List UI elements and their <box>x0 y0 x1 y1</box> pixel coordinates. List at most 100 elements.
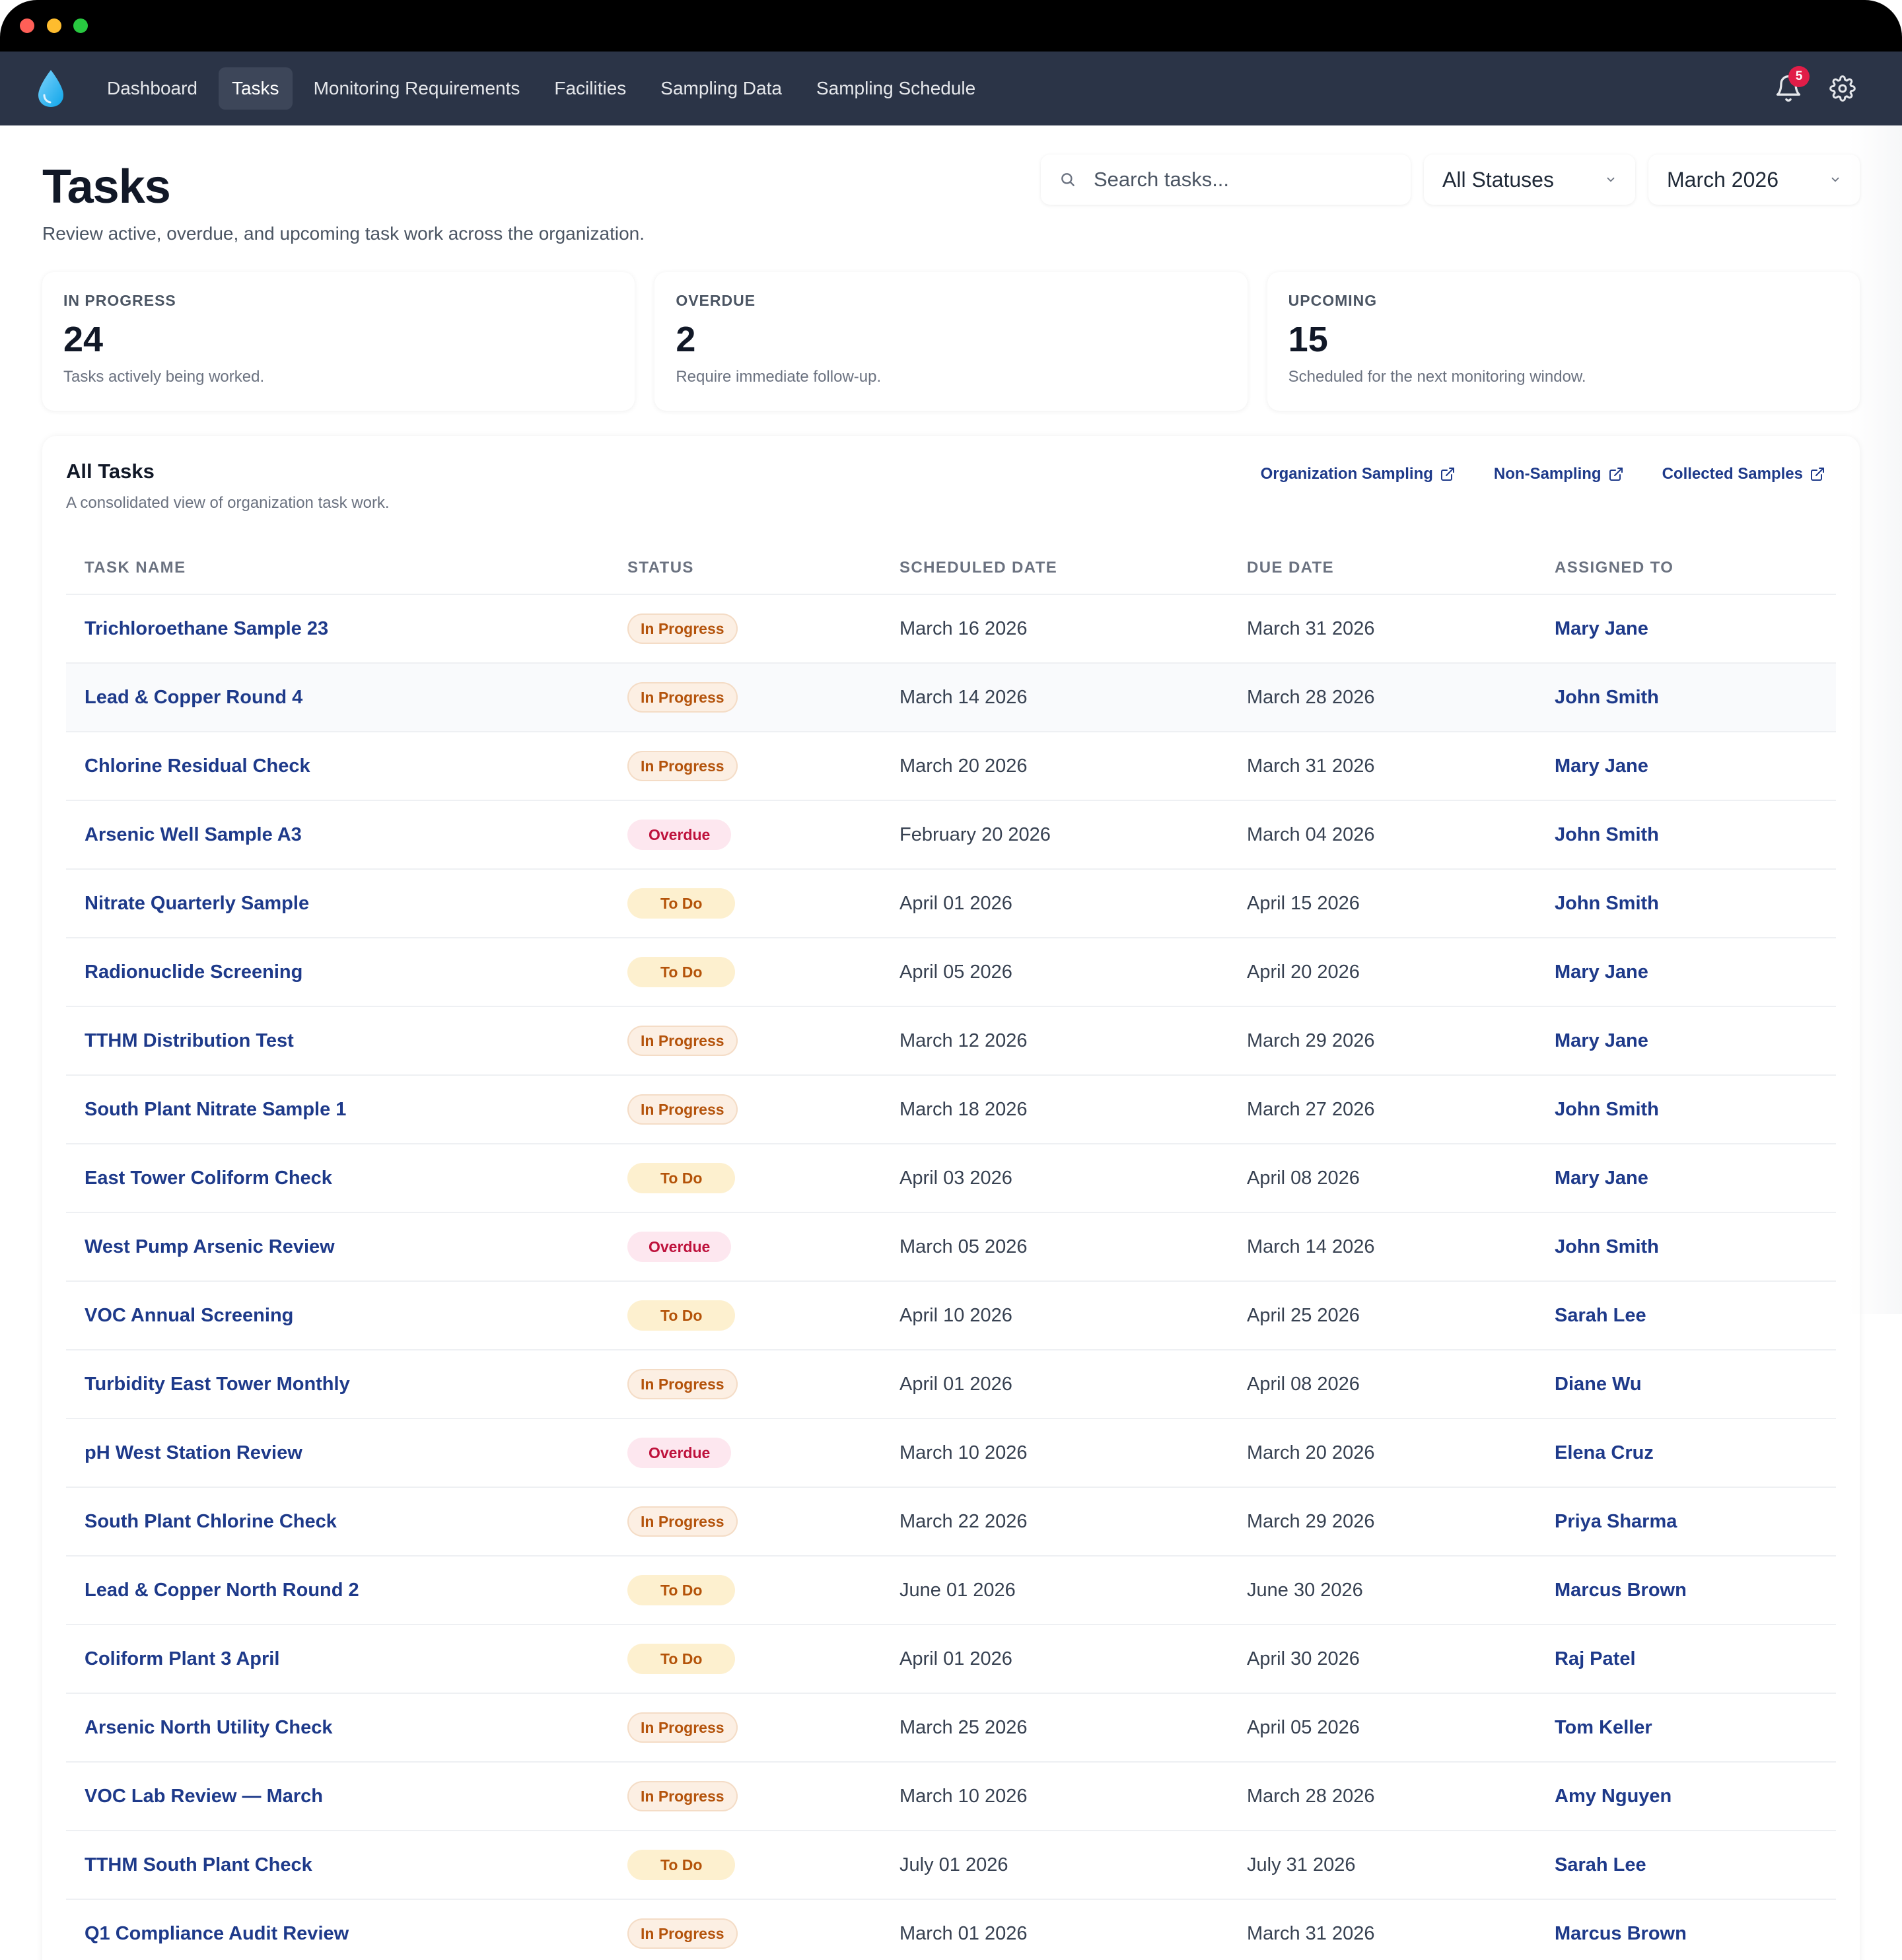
task-name-link[interactable]: East Tower Coliform Check <box>85 1167 332 1189</box>
task-name-link[interactable]: Arsenic Well Sample A3 <box>85 823 302 845</box>
task-name-link[interactable]: TTHM South Plant Check <box>85 1854 312 1875</box>
task-name-link[interactable]: pH West Station Review <box>85 1442 302 1463</box>
column-header-due-date[interactable]: DUE DATE <box>1228 542 1536 595</box>
table-row[interactable]: Lead & Copper Round 4 In Progress March 14… <box>66 663 1836 732</box>
scheduled-date-cell: June 01 2026 <box>881 1556 1228 1625</box>
task-name-link[interactable]: Lead & Copper Round 4 <box>85 686 303 708</box>
task-name-link[interactable]: VOC Lab Review — March <box>85 1785 323 1807</box>
table-row[interactable]: South Plant Chlorine Check In Progress Mar… <box>66 1487 1836 1557</box>
task-name-link[interactable]: South Plant Chlorine Check <box>85 1510 337 1532</box>
assigned-to-cell: Sarah Lee <box>1536 1281 1836 1350</box>
table-row[interactable]: Q1 Compliance Audit Review In Progress Mar… <box>66 1899 1836 1960</box>
table-row[interactable]: East Tower Coliform Check To Do April 03 2… <box>66 1144 1836 1213</box>
non-sampling-link[interactable]: Non-Sampling <box>1494 465 1624 483</box>
table-row[interactable]: Lead & Copper North Round 2 To Do June 01 … <box>66 1556 1836 1625</box>
assignee-link[interactable]: John Smith <box>1555 892 1659 914</box>
assignee-link[interactable]: Mary Jane <box>1555 755 1648 777</box>
assignee-link[interactable]: Sarah Lee <box>1555 1304 1646 1326</box>
assignee-link[interactable]: Mary Jane <box>1555 617 1648 639</box>
nav-item-monitoring-requirements[interactable]: Monitoring Requirements <box>313 78 520 98</box>
nav-item-dashboard[interactable]: Dashboard <box>107 78 197 98</box>
task-name-link[interactable]: Arsenic North Utility Check <box>85 1716 333 1738</box>
assignee-link[interactable]: Elena Cruz <box>1555 1442 1654 1463</box>
column-header-task-name[interactable]: TASK NAME <box>66 542 609 595</box>
nav-item-tasks[interactable]: Tasks <box>218 67 293 110</box>
table-row[interactable]: VOC Annual Screening To Do April 10 2026 Ap… <box>66 1281 1836 1350</box>
table-row[interactable]: Nitrate Quarterly Sample To Do April 01 20… <box>66 869 1836 938</box>
scheduled-date-cell: February 20 2026 <box>881 800 1228 870</box>
status-cell: In Progress <box>609 1487 881 1557</box>
task-name-link[interactable]: Lead & Copper North Round 2 <box>85 1579 359 1601</box>
table-row[interactable]: Turbidity East Tower Monthly In Progress A… <box>66 1350 1836 1419</box>
task-name-link[interactable]: South Plant Nitrate Sample 1 <box>85 1098 347 1120</box>
due-date-cell: March 31 2026 <box>1228 732 1536 801</box>
table-row[interactable]: Radionuclide Screening To Do April 05 2026… <box>66 938 1836 1007</box>
table-row[interactable]: Arsenic Well Sample A3 Overdue February 20… <box>66 800 1836 870</box>
maximize-window-button[interactable] <box>73 18 88 33</box>
task-name-link[interactable]: Q1 Compliance Audit Review <box>85 1922 349 1944</box>
assignee-link[interactable]: Tom Keller <box>1555 1716 1652 1738</box>
scheduled-date-cell: March 05 2026 <box>881 1212 1228 1282</box>
table-row[interactable]: Chlorine Residual Check In Progress March … <box>66 732 1836 801</box>
task-name-cell: Nitrate Quarterly Sample <box>66 869 609 938</box>
task-name-link[interactable]: Turbidity East Tower Monthly <box>85 1373 350 1395</box>
task-name-link[interactable]: Nitrate Quarterly Sample <box>85 892 310 914</box>
column-header-assigned-to[interactable]: ASSIGNED TO <box>1536 542 1836 595</box>
due-date-cell: March 29 2026 <box>1228 1487 1536 1557</box>
assignee-link[interactable]: Raj Patel <box>1555 1648 1636 1669</box>
task-name-link[interactable]: Trichloroethane Sample 23 <box>85 617 329 639</box>
assignee-link[interactable]: John Smith <box>1555 823 1659 845</box>
minimize-window-button[interactable] <box>47 18 61 33</box>
table-row[interactable]: Coliform Plant 3 April To Do April 01 2026… <box>66 1625 1836 1694</box>
search-input[interactable] <box>1094 168 1384 192</box>
assignee-link[interactable]: Sarah Lee <box>1555 1854 1646 1875</box>
assignee-link[interactable]: Mary Jane <box>1555 961 1648 983</box>
assignee-link[interactable]: Mary Jane <box>1555 1167 1648 1189</box>
status-filter-select[interactable]: All Statuses <box>1424 155 1635 205</box>
notifications-button[interactable]: 5 <box>1774 66 1810 103</box>
table-row[interactable]: TTHM Distribution Test In Progress March 1… <box>66 1006 1836 1076</box>
assignee-link[interactable]: Marcus Brown <box>1555 1922 1687 1944</box>
scheduled-date-cell: March 22 2026 <box>881 1487 1228 1557</box>
gear-icon[interactable] <box>1829 75 1856 102</box>
search-box[interactable] <box>1041 155 1411 205</box>
assigned-to-cell: John Smith <box>1536 800 1836 870</box>
scheduled-date-cell: April 01 2026 <box>881 1625 1228 1694</box>
task-name-link[interactable]: Radionuclide Screening <box>85 961 303 983</box>
task-name-link[interactable]: West Pump Arsenic Review <box>85 1236 335 1257</box>
table-row[interactable]: South Plant Nitrate Sample 1 In Progress M… <box>66 1075 1836 1144</box>
table-row[interactable]: Trichloroethane Sample 23 In Progress Marc… <box>66 594 1836 664</box>
table-row[interactable]: West Pump Arsenic Review Overdue March 05 … <box>66 1212 1836 1282</box>
task-name-cell: South Plant Nitrate Sample 1 <box>66 1075 609 1144</box>
assignee-link[interactable]: Amy Nguyen <box>1555 1785 1672 1807</box>
nav-item-facilities[interactable]: Facilities <box>554 78 627 98</box>
nav-item-sampling-data[interactable]: Sampling Data <box>660 78 782 98</box>
assignee-link[interactable]: Priya Sharma <box>1555 1510 1677 1532</box>
column-header-scheduled-date[interactable]: SCHEDULED DATE <box>881 542 1228 595</box>
assignee-link[interactable]: Mary Jane <box>1555 1030 1648 1051</box>
assigned-to-cell: Raj Patel <box>1536 1625 1836 1694</box>
due-date-cell: April 20 2026 <box>1228 938 1536 1007</box>
task-name-link[interactable]: TTHM Distribution Test <box>85 1030 294 1051</box>
water-drop-icon[interactable] <box>34 67 67 110</box>
assignee-link[interactable]: Marcus Brown <box>1555 1579 1687 1601</box>
task-name-link[interactable]: Chlorine Residual Check <box>85 755 310 777</box>
assignee-link[interactable]: John Smith <box>1555 1098 1659 1120</box>
column-header-status[interactable]: STATUS <box>609 542 881 595</box>
nav-item-sampling-schedule[interactable]: Sampling Schedule <box>816 78 976 98</box>
assignee-link[interactable]: John Smith <box>1555 1236 1659 1257</box>
table-row[interactable]: VOC Lab Review — March In Progress March 1… <box>66 1762 1836 1831</box>
table-row[interactable]: Arsenic North Utility Check In Progress Ma… <box>66 1693 1836 1763</box>
assignee-link[interactable]: Diane Wu <box>1555 1373 1642 1395</box>
tasks-table: TASK NAME STATUS SCHEDULED DATE DUE DATE… <box>66 542 1836 1960</box>
close-window-button[interactable] <box>20 18 34 33</box>
table-row[interactable]: TTHM South Plant Check To Do July 01 2026 J… <box>66 1831 1836 1900</box>
assignee-link[interactable]: John Smith <box>1555 686 1659 708</box>
task-name-link[interactable]: Coliform Plant 3 April <box>85 1648 280 1669</box>
organization-sampling-link[interactable]: Organization Sampling <box>1261 465 1456 483</box>
collected-samples-link[interactable]: Collected Samples <box>1662 465 1825 483</box>
month-filter-select[interactable]: March 2026 <box>1648 155 1860 205</box>
table-row[interactable]: pH West Station Review Overdue March 10 20… <box>66 1418 1836 1488</box>
task-name-link[interactable]: VOC Annual Screening <box>85 1304 294 1326</box>
chevron-down-icon <box>1607 177 1615 182</box>
